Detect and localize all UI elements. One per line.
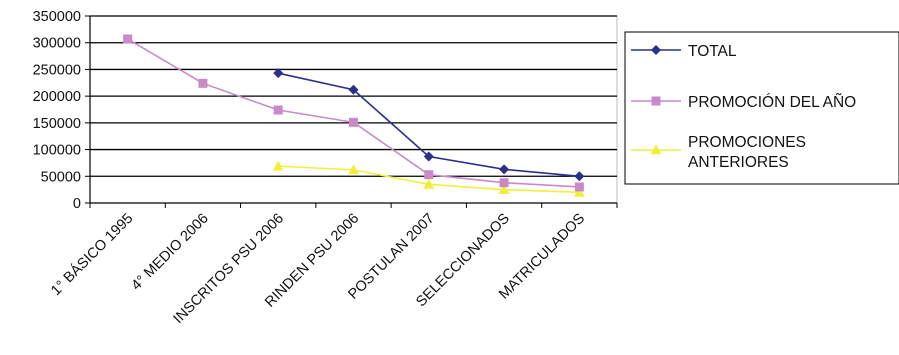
data-point: [123, 34, 133, 44]
series-lines: [123, 34, 585, 197]
data-point: [348, 84, 359, 95]
x-tick-label: 4° MEDIO 2006: [129, 211, 212, 294]
data-point: [273, 68, 284, 79]
y-tick-label: 150000: [33, 116, 81, 132]
data-point: [423, 151, 434, 162]
legend-item: PROMOCIÓN DEL AÑO: [631, 94, 856, 111]
data-point: [348, 164, 359, 175]
legend-marker: [651, 45, 661, 55]
legend: TOTAL PROMOCIÓN DEL AÑO PROMOCIONES ANTERIO…: [624, 31, 899, 185]
data-point: [499, 178, 509, 188]
legend-item: PROMOCIONES ANTERIORES: [631, 134, 806, 171]
series-1: [123, 34, 584, 192]
y-axis-tick-labels: 350000 300000 250000 200000 150000 100000 5000…: [33, 9, 81, 212]
data-point: [498, 184, 510, 195]
legend-box: [624, 31, 899, 185]
data-point: [198, 78, 208, 88]
legend-label: TOTAL: [688, 43, 737, 60]
data-point: [273, 105, 283, 115]
legend-marker: [651, 96, 661, 106]
gridlines: [89, 15, 618, 204]
data-point: [574, 171, 585, 182]
y-tick-label: 300000: [33, 36, 81, 52]
legend-label: ANTERIORES: [688, 154, 789, 171]
legend-marker: [650, 144, 662, 155]
legend-label: PROMOCIONES: [688, 134, 806, 151]
series-0: [273, 68, 585, 182]
y-tick-label: 350000: [33, 9, 81, 25]
data-point: [272, 160, 284, 171]
y-tick-label: 250000: [33, 62, 81, 78]
data-point: [424, 170, 434, 180]
y-tick-label: 100000: [33, 143, 81, 159]
data-point: [349, 117, 358, 127]
axes: [85, 15, 618, 208]
y-tick-label: 50000: [41, 169, 81, 185]
legend-label: PROMOCIÓN DEL AÑO: [688, 94, 856, 111]
y-tick-label: 200000: [33, 89, 81, 105]
series-2: [272, 160, 585, 197]
legend-item: TOTAL: [631, 43, 737, 60]
data-point: [499, 164, 510, 175]
x-tick-label: 1° BÁSICO 1995: [47, 210, 136, 299]
data-point: [423, 178, 435, 189]
data-point: [573, 186, 585, 197]
y-tick-label: 0: [73, 196, 81, 212]
data-point: [574, 182, 584, 192]
plot-area-border: [89, 15, 618, 204]
